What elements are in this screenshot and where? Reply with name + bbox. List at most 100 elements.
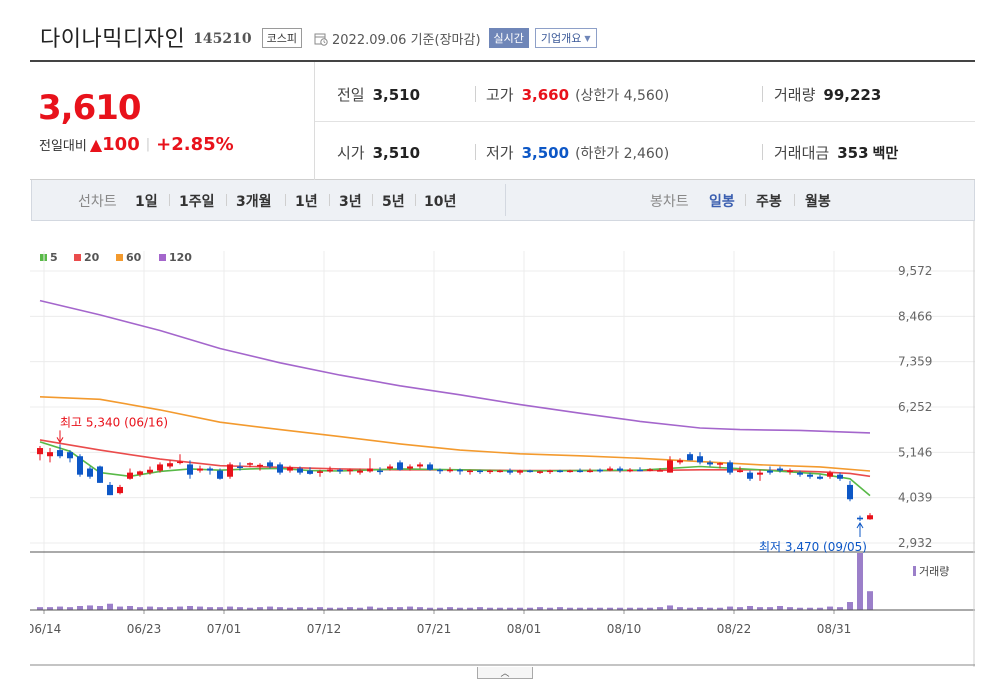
candle-body — [267, 462, 273, 467]
volume-bar — [297, 607, 303, 610]
candle-body — [447, 469, 453, 472]
company-overview-button[interactable]: 기업개요 ▼ — [534, 28, 597, 48]
x-tick-label: 06/14 — [30, 622, 61, 636]
candle-body — [477, 470, 483, 473]
volume-bar — [667, 605, 673, 610]
candle-body — [777, 468, 783, 471]
candle-body — [397, 462, 403, 470]
period-5year[interactable]: 5년 — [382, 194, 405, 210]
candle-body — [37, 448, 43, 455]
low-arrow-head — [856, 521, 864, 529]
high-label: 고가 — [486, 86, 514, 104]
candle-body — [227, 464, 233, 477]
divider — [329, 194, 330, 206]
candle-daily[interactable]: 일봉 — [709, 194, 735, 210]
volume-label: 거래량 — [919, 565, 949, 578]
volume-bar — [367, 606, 373, 610]
candle-body — [207, 468, 213, 471]
x-tick-label: 08/22 — [717, 622, 752, 636]
volume-bar — [47, 607, 53, 610]
lower-limit: (하한가 2,460) — [575, 146, 670, 162]
candle-body — [327, 469, 333, 472]
low-label: 저가 — [486, 144, 514, 162]
candle-body — [857, 517, 863, 520]
legend-label: 120 — [169, 251, 192, 264]
candle-body — [117, 486, 123, 494]
volume-bar — [457, 607, 463, 610]
divider: | — [145, 137, 151, 152]
stock-chart[interactable]: 9,572 8,466 7,359 6,252 5,146 4,039 2,932 06/14… — [30, 221, 975, 667]
clock-icon — [314, 32, 328, 46]
volume-bar — [77, 606, 83, 610]
period-1week[interactable]: 1주일 — [179, 194, 215, 210]
candle-body — [757, 472, 763, 475]
volume-bar — [627, 607, 633, 610]
candle-body — [257, 464, 263, 467]
stock-code: 145210 — [193, 31, 252, 47]
period-10year[interactable]: 10년 — [424, 194, 457, 210]
candle-body — [187, 464, 193, 475]
candle-body — [557, 470, 563, 473]
volume-bar — [777, 606, 783, 610]
candle-body — [627, 469, 633, 472]
volume-bar — [107, 603, 113, 610]
volume-bar — [387, 607, 393, 610]
line-chart-label: 선차트 — [78, 194, 117, 210]
chart-annotations: 최고 5,340 (06/16) 최저 3,470 (09/05) 거래량 — [60, 415, 949, 578]
amount-label: 거래대금 — [774, 144, 830, 162]
realtime-button[interactable]: 실시간 — [488, 28, 529, 48]
caret-down-icon: ▼ — [584, 33, 591, 43]
legend-label: 5 — [50, 251, 58, 264]
period-1day[interactable]: 1일 — [135, 194, 158, 210]
divider — [794, 194, 795, 206]
candle-monthly[interactable]: 월봉 — [805, 194, 831, 210]
candle-body — [437, 469, 443, 472]
divider — [475, 86, 476, 102]
change-pct: +2.85% — [156, 134, 234, 155]
ma120-line — [39, 299, 871, 434]
collapse-chart-button[interactable]: ︿ — [477, 667, 533, 679]
volume-bar — [757, 607, 763, 610]
volume-bar — [237, 607, 243, 610]
candle-body — [707, 462, 713, 465]
volume-bar — [867, 591, 873, 610]
volume-bar — [527, 607, 533, 610]
volume-bar — [487, 607, 493, 610]
volume-bar — [217, 607, 223, 610]
volume-legend-swatch — [913, 566, 916, 576]
volume-bar — [537, 607, 543, 610]
volume-bar — [187, 606, 193, 610]
candle-body — [127, 472, 133, 479]
candle-weekly[interactable]: 주봉 — [756, 194, 782, 210]
volume-bar — [737, 607, 743, 610]
price-summary: 3,610 전일대비 ▲ 100 | +2.85% — [30, 62, 315, 180]
x-tick-label: 06/23 — [127, 622, 162, 636]
candle-body — [797, 472, 803, 475]
candle-body — [647, 469, 653, 471]
y-tick-label: 9,572 — [898, 264, 932, 278]
candle-body — [407, 466, 413, 469]
candle-body — [527, 470, 533, 473]
legend-label: 20 — [84, 251, 100, 264]
divider — [745, 194, 746, 206]
moving-averages — [39, 299, 871, 497]
period-3year[interactable]: 3년 — [339, 194, 362, 210]
x-tick-label: 07/21 — [417, 622, 452, 636]
y-tick-label: 5,146 — [898, 445, 932, 459]
period-1year[interactable]: 1년 — [295, 194, 318, 210]
candle-body — [727, 462, 733, 473]
candle-body — [427, 464, 433, 470]
volume-bar — [97, 606, 103, 610]
volume-bar — [617, 607, 623, 610]
candle-body — [417, 464, 423, 467]
candle-body — [517, 470, 523, 473]
period-3month[interactable]: 3개월 — [236, 194, 272, 210]
low-price: 저가 3,500 (하한가 2,460) — [486, 142, 669, 163]
volume-bar — [647, 607, 653, 610]
volume-bar — [497, 607, 503, 610]
volume-bar — [707, 607, 713, 610]
candle-body — [747, 472, 753, 479]
candle-chart-label: 봉차트 — [650, 194, 689, 210]
x-tick-label: 08/10 — [607, 622, 642, 636]
candle-body — [457, 469, 463, 472]
